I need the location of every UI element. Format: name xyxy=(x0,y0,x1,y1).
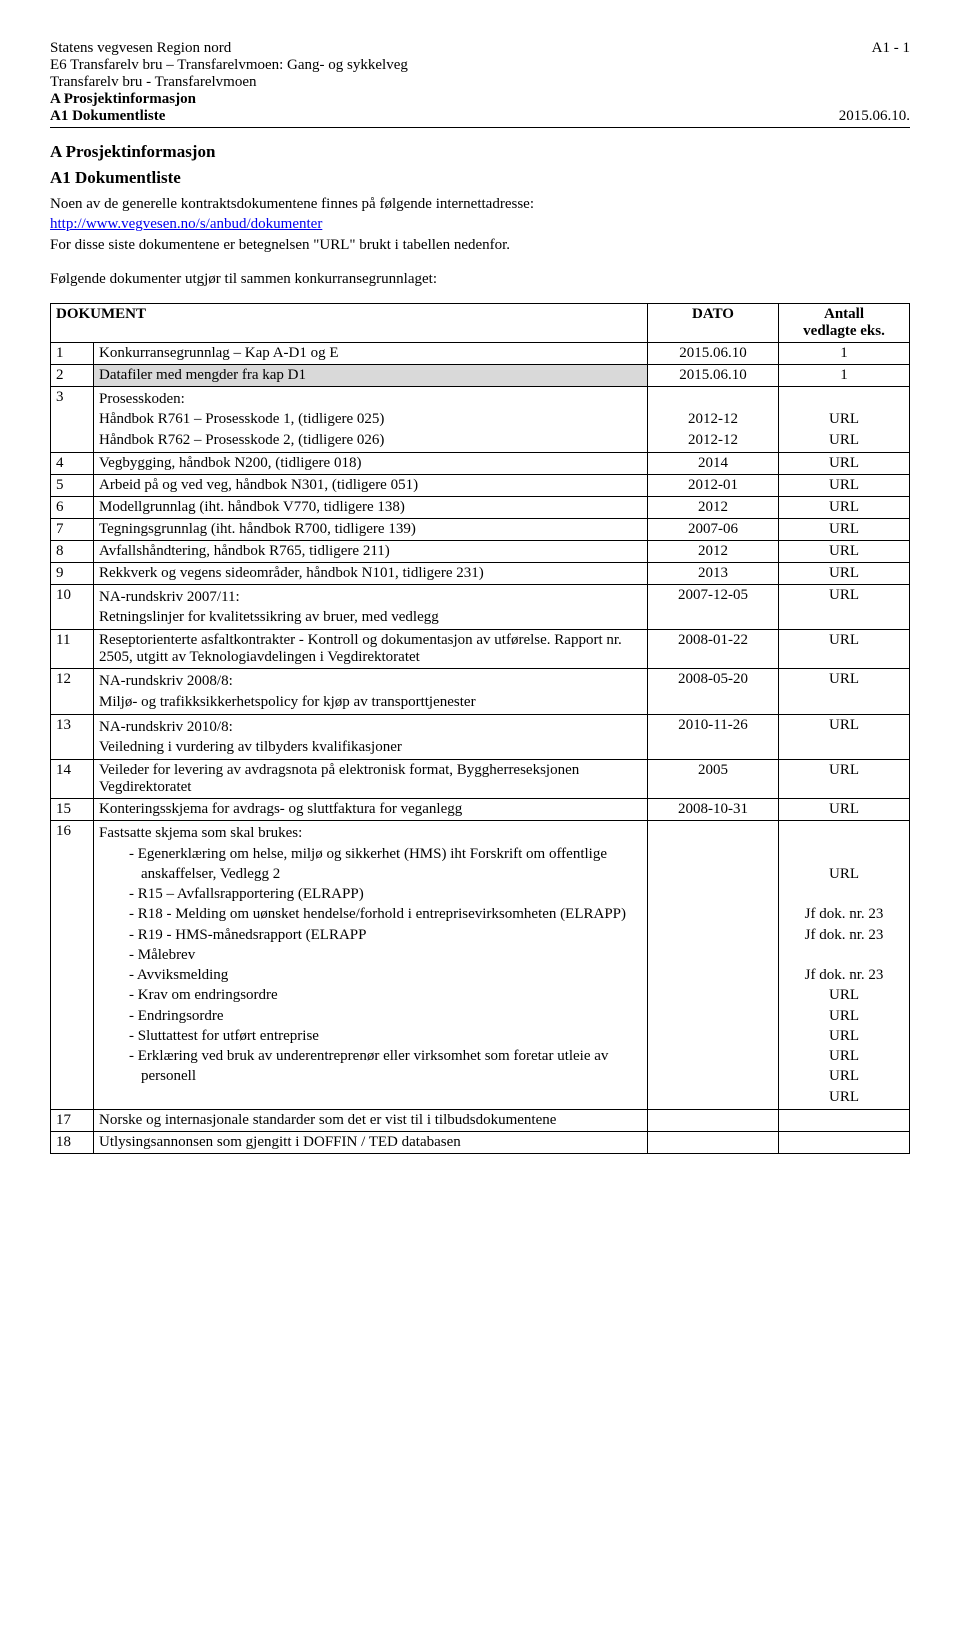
table-row: 11 Reseptorienterte asfaltkontrakter - K… xyxy=(51,630,910,669)
table-row: 7 Tegningsgrunnlag (iht. håndbok R700, t… xyxy=(51,518,910,540)
table-row: 13 NA-rundskriv 2010/8: Veiledning i vur… xyxy=(51,714,910,760)
list-item: - Sluttattest for utført entreprise xyxy=(129,1026,642,1046)
header-project-1: E6 Transfarelv bru – Transfarelvmoen: Ga… xyxy=(50,57,910,74)
intro-paragraph-2: Følgende dokumenter utgjør til sammen ko… xyxy=(50,269,910,289)
doc-url-link[interactable]: http://www.vegvesen.no/s/anbud/dokumente… xyxy=(50,216,322,232)
table-row: 3 Prosesskoden: Håndbok R761 – Prosessko… xyxy=(51,387,910,453)
table-row: 2 Datafiler med mengder fra kap D1 2015.… xyxy=(51,365,910,387)
col-header-attachments: Antallvedlagte eks. xyxy=(779,304,910,343)
table-row: 14 Veileder for levering av avdragsnota … xyxy=(51,760,910,799)
header-project-2: Transfarelv bru - Transfarelvmoen xyxy=(50,74,910,91)
document-table: DOKUMENT DATO Antallvedlagte eks. 1 Konk… xyxy=(50,303,910,1154)
header-info: A Prosjektinformasjon xyxy=(50,91,910,108)
table-row: 12 NA-rundskriv 2008/8: Miljø- og trafik… xyxy=(51,669,910,715)
table-head-row: DOKUMENT DATO Antallvedlagte eks. xyxy=(51,304,910,343)
list-item: - R18 - Melding om uønsket hendelse/forh… xyxy=(129,904,642,924)
col-header-date: DATO xyxy=(648,304,779,343)
list-item: - R19 - HMS-månedsrapport (ELRAPP xyxy=(129,925,642,945)
table-row: 17 Norske og internasjonale standarder s… xyxy=(51,1109,910,1131)
intro-paragraph-1: Noen av de generelle kontraktsdokumenten… xyxy=(50,194,910,255)
list-item: - Målebrev xyxy=(129,945,642,965)
header-page-marker: A1 - 1 xyxy=(872,40,910,57)
table-row: 9 Rekkverk og vegens sideområder, håndbo… xyxy=(51,562,910,584)
table-row: 6 Modellgrunnlag (iht. håndbok V770, tid… xyxy=(51,496,910,518)
table-row: 5 Arbeid på og ved veg, håndbok N301, (t… xyxy=(51,474,910,496)
table-row: 1 Konkurransegrunnlag – Kap A-D1 og E 20… xyxy=(51,343,910,365)
list-item: - Egenerklæring om helse, miljø og sikke… xyxy=(129,844,642,885)
list-item: - Erklæring ved bruk av underentreprenør… xyxy=(129,1046,642,1087)
table-row: 8 Avfallshåndtering, håndbok R765, tidli… xyxy=(51,540,910,562)
table-row: 16 Fastsatte skjema som skal brukes: - E… xyxy=(51,821,910,1110)
table-row: 15 Konteringsskjema for avdrags- og slut… xyxy=(51,799,910,821)
table-row: 4 Vegbygging, håndbok N200, (tidligere 0… xyxy=(51,452,910,474)
list-item: - Avviksmelding xyxy=(129,965,642,985)
header-org: Statens vegvesen Region nord xyxy=(50,40,231,57)
page-header: Statens vegvesen Region nord A1 - 1 E6 T… xyxy=(50,40,910,128)
list-item: - R15 – Avfallsrapportering (ELRAPP) xyxy=(129,884,642,904)
list-item: - Endringsordre xyxy=(129,1006,642,1026)
table-row: 10 NA-rundskriv 2007/11: Retningslinjer … xyxy=(51,584,910,630)
section-title-a: A Prosjektinformasjon xyxy=(50,142,910,162)
header-doclist: A1 Dokumentliste xyxy=(50,108,165,125)
table-row: 18 Utlysingsannonsen som gjengitt i DOFF… xyxy=(51,1131,910,1153)
col-header-document: DOKUMENT xyxy=(51,304,648,343)
section-title-a1: A1 Dokumentliste xyxy=(50,168,910,188)
list-item: - Krav om endringsordre xyxy=(129,985,642,1005)
header-date: 2015.06.10. xyxy=(839,108,910,125)
